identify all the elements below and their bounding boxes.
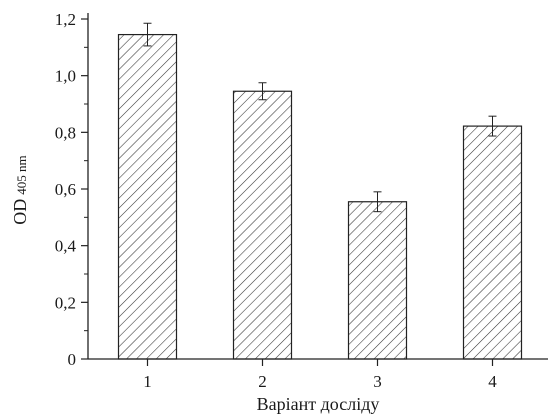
y-tick-label: 1,0 (55, 67, 76, 86)
x-axis-title: Варіант досліду (257, 394, 380, 414)
y-tick-label: 1,2 (55, 10, 76, 29)
x-tick-label: 1 (143, 372, 152, 391)
y-tick-label: 0 (68, 350, 77, 369)
y-tick-label: 0,8 (55, 123, 76, 142)
y-tick-label: 0,2 (55, 293, 76, 312)
y-tick-label: 0,4 (55, 237, 77, 256)
x-tick-label: 2 (258, 372, 267, 391)
bar (232, 90, 293, 360)
y-axis-title: OD 405 nm (10, 155, 30, 224)
y-axis-title-main: OD (10, 199, 30, 225)
bar (462, 125, 523, 360)
x-tick-label: 3 (373, 372, 382, 391)
y-axis-title-unit: 405 nm (14, 155, 29, 194)
x-tick-label: 4 (488, 372, 497, 391)
plot-area: 0 0,2 0,4 0,6 0,8 1,0 1,2 1 2 3 4 (55, 10, 548, 391)
bar (117, 33, 178, 360)
bar (347, 201, 408, 360)
y-tick-label: 0,6 (55, 180, 76, 199)
